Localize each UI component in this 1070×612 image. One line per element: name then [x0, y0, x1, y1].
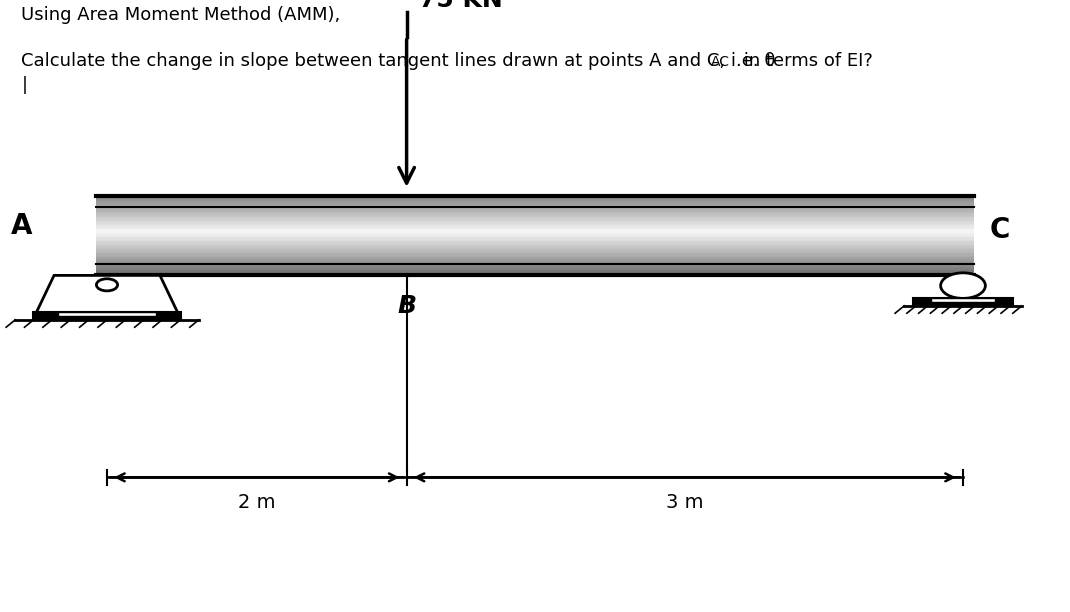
- Polygon shape: [96, 214, 974, 215]
- Polygon shape: [96, 231, 974, 233]
- Polygon shape: [96, 211, 974, 212]
- Polygon shape: [96, 203, 974, 204]
- Polygon shape: [96, 230, 974, 231]
- Text: A: A: [11, 212, 32, 241]
- Circle shape: [941, 273, 985, 299]
- Polygon shape: [96, 221, 974, 222]
- Polygon shape: [36, 275, 178, 312]
- Polygon shape: [96, 241, 974, 242]
- Text: B: B: [397, 294, 416, 318]
- Polygon shape: [96, 223, 974, 225]
- Polygon shape: [96, 262, 974, 263]
- Polygon shape: [96, 239, 974, 241]
- Polygon shape: [96, 206, 974, 207]
- Polygon shape: [96, 242, 974, 244]
- Polygon shape: [931, 299, 995, 302]
- Circle shape: [96, 278, 118, 291]
- Polygon shape: [96, 236, 974, 237]
- Polygon shape: [96, 233, 974, 234]
- Polygon shape: [96, 266, 974, 267]
- Text: 75 KN: 75 KN: [419, 0, 503, 12]
- Polygon shape: [96, 265, 974, 266]
- Polygon shape: [96, 217, 974, 218]
- Polygon shape: [96, 212, 974, 213]
- Polygon shape: [96, 204, 974, 205]
- Polygon shape: [33, 312, 181, 320]
- Polygon shape: [96, 267, 974, 269]
- Polygon shape: [96, 245, 974, 246]
- Polygon shape: [96, 225, 974, 226]
- Polygon shape: [96, 259, 974, 261]
- Polygon shape: [96, 200, 974, 201]
- Text: |: |: [21, 76, 28, 94]
- Polygon shape: [96, 207, 974, 209]
- Text: 3 m: 3 m: [666, 493, 704, 512]
- Polygon shape: [96, 254, 974, 256]
- Polygon shape: [96, 213, 974, 214]
- Polygon shape: [96, 220, 974, 221]
- Polygon shape: [96, 229, 974, 230]
- Polygon shape: [96, 222, 974, 223]
- Polygon shape: [96, 246, 974, 247]
- Polygon shape: [96, 273, 974, 274]
- Polygon shape: [96, 237, 974, 238]
- Polygon shape: [96, 228, 974, 229]
- Polygon shape: [96, 261, 974, 262]
- Polygon shape: [96, 238, 974, 239]
- Polygon shape: [96, 247, 974, 249]
- Polygon shape: [96, 218, 974, 220]
- Text: Calculate the change in slope between tangent lines drawn at points A and C, i.e: Calculate the change in slope between ta…: [21, 52, 776, 70]
- Text: 2 m: 2 m: [238, 493, 276, 512]
- Text: Using Area Moment Method (AMM),: Using Area Moment Method (AMM),: [21, 6, 340, 24]
- Text: C: C: [990, 215, 1010, 244]
- Polygon shape: [96, 263, 974, 265]
- Polygon shape: [58, 312, 156, 316]
- Polygon shape: [96, 205, 974, 206]
- Polygon shape: [96, 234, 974, 236]
- Polygon shape: [96, 244, 974, 245]
- Polygon shape: [96, 253, 974, 254]
- Polygon shape: [96, 249, 974, 250]
- Polygon shape: [96, 257, 974, 258]
- Polygon shape: [96, 196, 974, 197]
- Polygon shape: [96, 209, 974, 211]
- Polygon shape: [96, 258, 974, 259]
- Polygon shape: [913, 299, 1013, 306]
- Polygon shape: [96, 201, 974, 203]
- Text: in terms of EI?: in terms of EI?: [738, 52, 873, 70]
- Polygon shape: [96, 215, 974, 217]
- Polygon shape: [96, 226, 974, 228]
- Polygon shape: [96, 250, 974, 252]
- Polygon shape: [96, 272, 974, 273]
- Polygon shape: [96, 269, 974, 270]
- Polygon shape: [96, 274, 974, 275]
- Polygon shape: [96, 198, 974, 200]
- Polygon shape: [96, 197, 974, 198]
- Polygon shape: [96, 270, 974, 272]
- Text: AC: AC: [710, 55, 730, 69]
- Polygon shape: [96, 256, 974, 257]
- Polygon shape: [96, 252, 974, 253]
